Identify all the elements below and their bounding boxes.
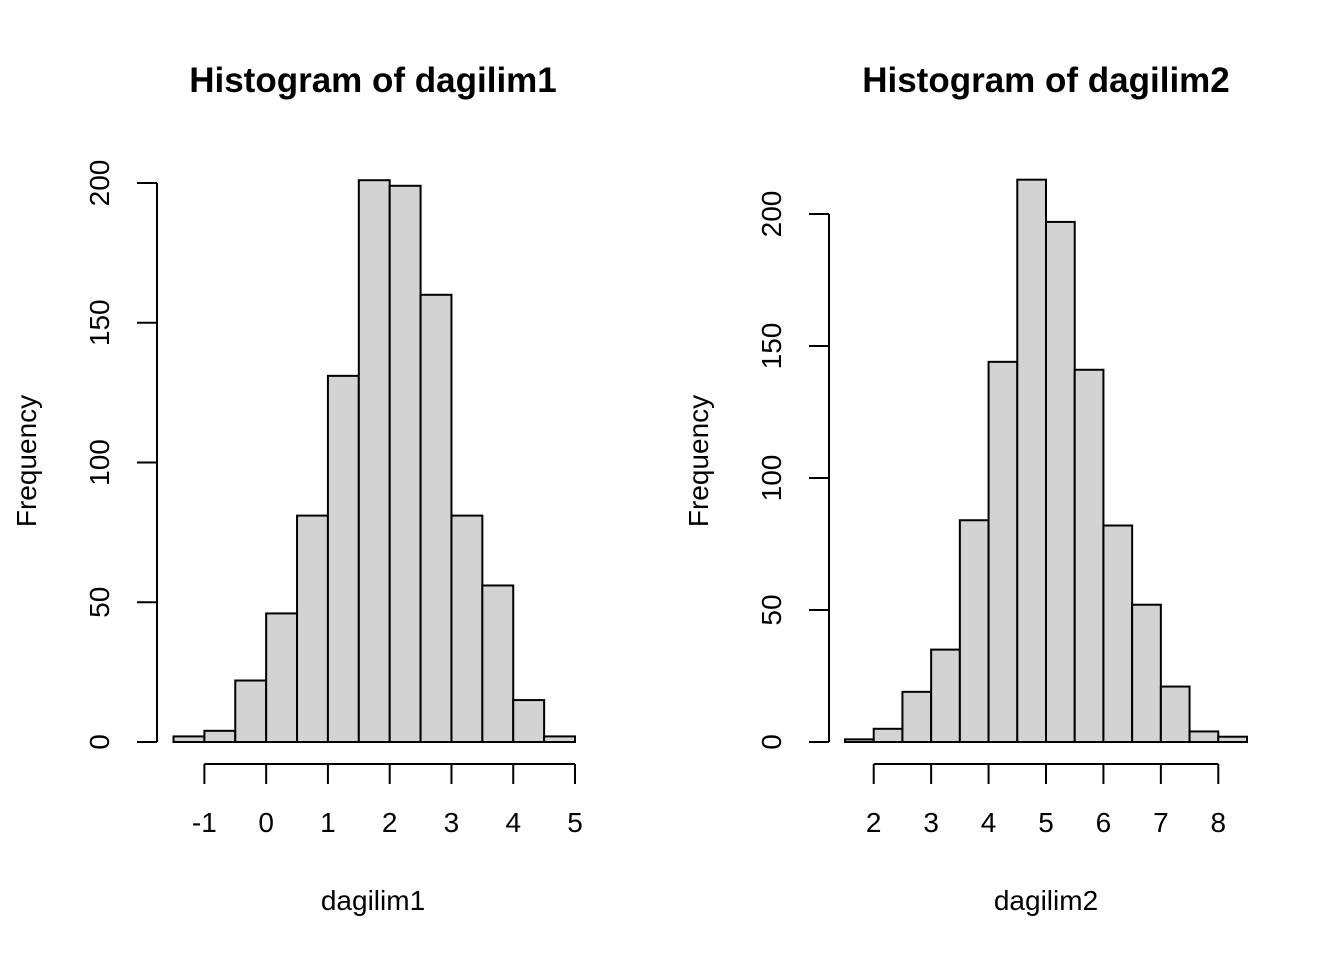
histogram-panel-dagilim1: Histogram of dagilim1 dagilim1 Frequency… — [11, 61, 583, 916]
y-axis-label: Frequency — [11, 395, 42, 527]
y-tick-label: 150 — [756, 323, 787, 370]
histogram-bar — [326, 374, 360, 743]
histogram-bar — [543, 735, 576, 743]
histogram-bar — [1016, 178, 1047, 743]
chart-title: Histogram of dagilim1 — [189, 61, 557, 100]
x-tick-label: 7 — [1153, 807, 1169, 838]
x-tick-label: 2 — [866, 807, 882, 838]
histogram-bar — [1131, 603, 1162, 743]
histogram-bar — [1045, 220, 1076, 744]
x-axis-label: dagilim1 — [321, 885, 425, 916]
histogram-bar — [234, 679, 268, 744]
histogram-bar — [481, 584, 515, 743]
y-tick-label: 50 — [756, 594, 787, 625]
y-tick-label: 100 — [84, 439, 115, 486]
histogram-bar — [419, 293, 453, 743]
x-tick-label: 6 — [1096, 807, 1112, 838]
y-tick-label: 100 — [756, 455, 787, 502]
x-tick-label: 8 — [1210, 807, 1226, 838]
x-tick-label: 0 — [258, 807, 274, 838]
histogram-bar — [203, 729, 237, 744]
y-tick-label: 0 — [756, 734, 787, 750]
x-tick-label: 1 — [320, 807, 336, 838]
histogram-bar — [450, 514, 484, 743]
histogram-bar — [1188, 730, 1220, 744]
histogram-bar — [872, 727, 904, 743]
x-tick-label: 5 — [567, 807, 583, 838]
x-axis-label: dagilim2 — [994, 885, 1098, 916]
histogram-bar — [958, 519, 990, 743]
histogram-bar — [388, 184, 422, 744]
histogram-panel-dagilim2: Histogram of dagilim2 dagilim2 Frequency… — [683, 61, 1249, 916]
x-tick-label: 4 — [505, 807, 521, 838]
histogram-bar — [296, 514, 329, 743]
histogram-bar — [1073, 368, 1105, 743]
x-tick-label: 5 — [1038, 807, 1054, 838]
x-tick-label: 4 — [981, 807, 997, 838]
y-tick-label: 0 — [84, 734, 115, 750]
histogram-bar — [172, 735, 206, 743]
histogram-bar — [1102, 524, 1134, 744]
x-tick-label: 3 — [444, 807, 460, 838]
y-tick-label: 150 — [84, 299, 115, 346]
histogram-bar — [512, 699, 546, 744]
histogram-bar — [1159, 685, 1191, 743]
histogram-bar — [901, 690, 933, 744]
histogram-bar — [930, 648, 961, 743]
histogram-bar — [987, 360, 1019, 743]
x-tick-label: 3 — [923, 807, 939, 838]
chart-title: Histogram of dagilim2 — [862, 61, 1230, 100]
histogram-bar — [844, 738, 875, 743]
y-axis-label: Frequency — [683, 395, 714, 527]
x-tick-label: 2 — [382, 807, 398, 838]
histogram-bar — [357, 179, 391, 743]
histogram-bar — [265, 612, 299, 743]
histogram-bar — [1217, 735, 1249, 743]
y-tick-label: 200 — [84, 160, 115, 207]
y-tick-label: 50 — [84, 587, 115, 618]
x-tick-label: -1 — [192, 807, 217, 838]
y-tick-label: 200 — [756, 191, 787, 238]
